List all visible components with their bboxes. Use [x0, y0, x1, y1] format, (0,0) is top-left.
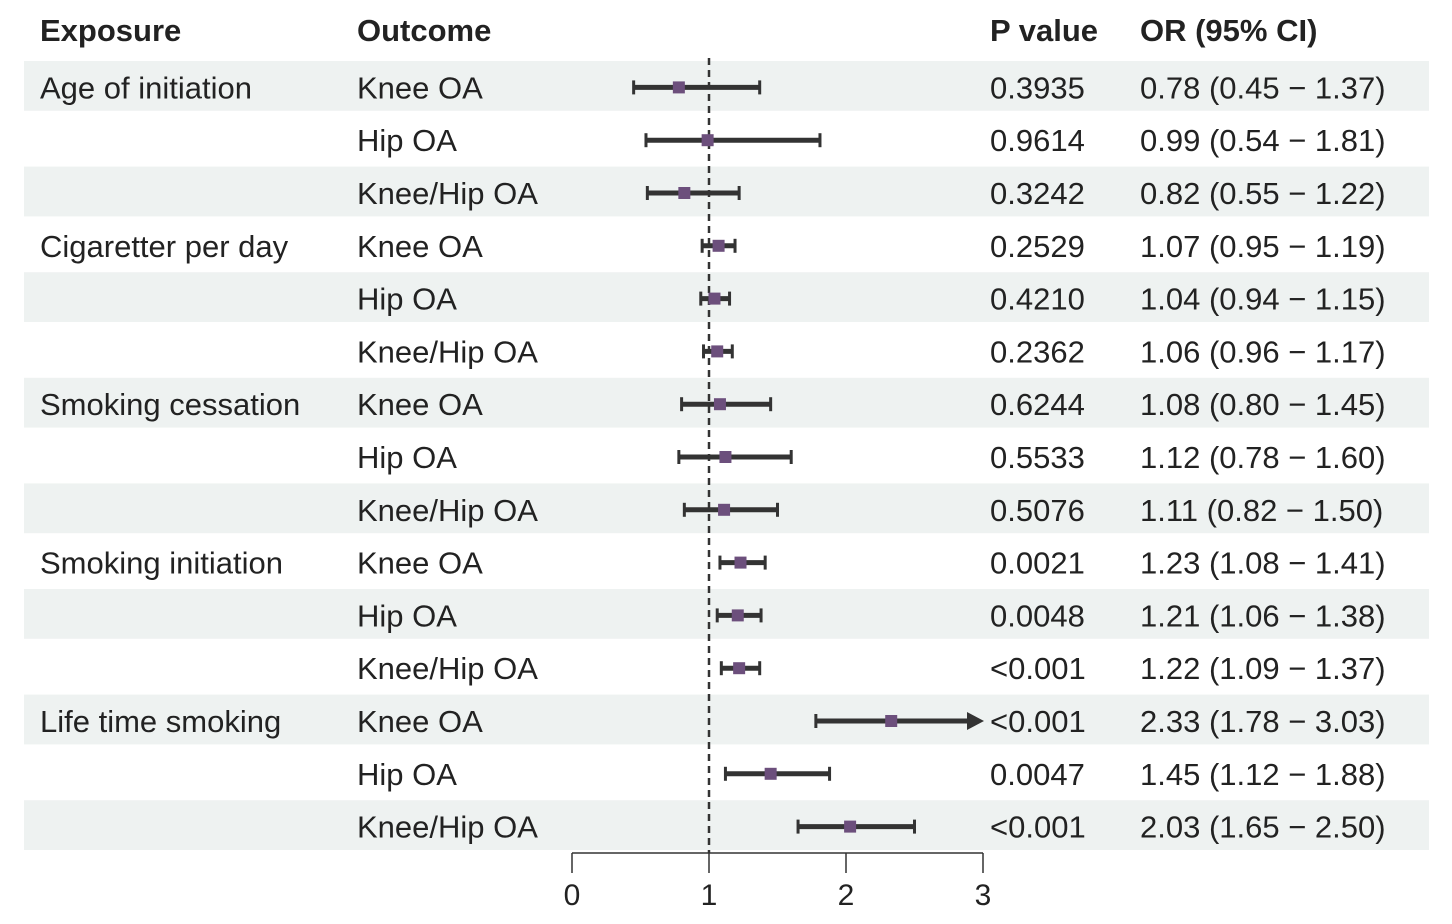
- p-value-label: 0.2362: [990, 334, 1085, 369]
- outcome-label: Knee/Hip OA: [357, 493, 538, 528]
- or-ci-label: 1.45 (1.12 − 1.88): [1140, 757, 1386, 792]
- or-point: [713, 398, 726, 411]
- or-ci-label: 1.07 (0.95 − 1.19): [1140, 229, 1386, 264]
- forest-row-mark: [700, 238, 737, 253]
- forest-row-mark: [632, 80, 762, 95]
- or-point: [844, 820, 857, 833]
- p-value-label: <0.001: [990, 651, 1086, 686]
- p-value-label: 0.6244: [990, 387, 1085, 422]
- ci-arrow-right: [967, 712, 984, 730]
- table-rows: Age of initiation Knee OA 0.3935 0.78 (0.45…: [40, 70, 1386, 844]
- exposure-label: Life time smoking: [40, 704, 281, 739]
- exposure-label: Smoking initiation: [40, 546, 283, 581]
- or-ci-label: 1.12 (0.78 − 1.60): [1140, 440, 1386, 475]
- row-band: [24, 694, 1429, 745]
- p-value-label: 0.5076: [990, 493, 1085, 528]
- or-point: [708, 292, 721, 305]
- outcome-label: Knee/Hip OA: [357, 334, 538, 369]
- p-value-label: 0.9614: [990, 123, 1085, 158]
- or-ci-label: 1.21 (1.06 − 1.38): [1140, 598, 1386, 633]
- outcome-label: Knee OA: [357, 229, 483, 264]
- x-tick-label: 0: [564, 879, 581, 912]
- or-point: [734, 556, 747, 569]
- outcome-label: Hip OA: [357, 440, 457, 475]
- or-point: [731, 609, 744, 622]
- forest-row-mark: [702, 344, 734, 359]
- forest-marks: [632, 80, 984, 834]
- or-ci-label: 1.08 (0.80 − 1.45): [1140, 387, 1386, 422]
- exposure-label: Cigaretter per day: [40, 229, 289, 264]
- or-point: [712, 239, 725, 252]
- outcome-label: Knee OA: [357, 704, 483, 739]
- p-value-label: 0.0048: [990, 598, 1085, 633]
- forest-row-mark: [645, 186, 741, 200]
- p-value-label: 0.5533: [990, 440, 1085, 475]
- or-point: [678, 187, 691, 199]
- or-point: [733, 662, 746, 675]
- p-value-label: 0.2529: [990, 229, 1085, 264]
- p-value-label: <0.001: [990, 810, 1086, 845]
- p-value-label: 0.0021: [990, 546, 1085, 581]
- outcome-label: Knee OA: [357, 387, 483, 422]
- forest-row-mark: [682, 502, 779, 517]
- or-ci-label: 0.82 (0.55 − 1.22): [1140, 176, 1386, 211]
- forest-row-mark: [699, 291, 732, 306]
- forest-row-mark: [680, 397, 773, 412]
- or-point: [718, 503, 731, 516]
- p-value-label: <0.001: [990, 704, 1086, 739]
- x-tick-label: 2: [838, 879, 855, 912]
- p-value-label: 0.0047: [990, 757, 1085, 792]
- or-ci-label: 2.33 (1.78 − 3.03): [1140, 704, 1386, 739]
- or-point: [764, 767, 777, 780]
- or-point: [885, 715, 898, 727]
- outcome-label: Knee OA: [357, 546, 483, 581]
- forest-row-mark: [796, 819, 916, 834]
- header-or-ci: OR (95% CI): [1140, 13, 1317, 48]
- forest-row-mark: [644, 133, 822, 148]
- forest-row-mark: [718, 555, 767, 570]
- outcome-label: Knee OA: [357, 70, 483, 105]
- or-point: [719, 451, 732, 463]
- or-point: [711, 345, 724, 358]
- outcome-label: Knee/Hip OA: [357, 176, 538, 211]
- row-band: [24, 800, 1429, 850]
- forest-row-mark: [715, 608, 763, 623]
- forest-row-mark: [677, 450, 793, 464]
- x-axis: 0 1 2 3: [564, 852, 992, 912]
- or-ci-label: 1.23 (1.08 − 1.41): [1140, 546, 1386, 581]
- outcome-label: Hip OA: [357, 598, 457, 633]
- p-value-label: 0.4210: [990, 282, 1085, 317]
- or-ci-label: 1.04 (0.94 − 1.15): [1140, 282, 1386, 317]
- p-value-label: 0.3935: [990, 70, 1085, 105]
- forest-row-mark: [814, 712, 984, 730]
- or-ci-label: 1.22 (1.09 − 1.37): [1140, 651, 1386, 686]
- outcome-label: Hip OA: [357, 757, 457, 792]
- forest-row-mark: [723, 766, 832, 781]
- or-ci-label: 2.03 (1.65 − 2.50): [1140, 810, 1386, 845]
- or-point: [672, 81, 685, 94]
- exposure-label: Smoking cessation: [40, 387, 300, 422]
- x-tick-label: 1: [701, 879, 718, 912]
- outcome-label: Hip OA: [357, 123, 457, 158]
- outcome-label: Knee/Hip OA: [357, 810, 538, 845]
- header-p-value: P value: [990, 13, 1098, 48]
- or-ci-label: 1.11 (0.82 − 1.50): [1140, 493, 1383, 528]
- p-value-label: 0.3242: [990, 176, 1085, 211]
- header-outcome: Outcome: [357, 13, 491, 48]
- or-ci-label: 0.99 (0.54 − 1.81): [1140, 123, 1386, 158]
- or-ci-label: 0.78 (0.45 − 1.37): [1140, 70, 1386, 105]
- x-tick-label: 3: [975, 879, 992, 912]
- or-ci-label: 1.06 (0.96 − 1.17): [1140, 334, 1386, 369]
- exposure-label: Age of initiation: [40, 70, 252, 105]
- forest-row-mark: [719, 661, 762, 676]
- header-exposure: Exposure: [40, 13, 181, 48]
- or-point: [701, 134, 714, 147]
- outcome-label: Knee/Hip OA: [357, 651, 538, 686]
- outcome-label: Hip OA: [357, 282, 457, 317]
